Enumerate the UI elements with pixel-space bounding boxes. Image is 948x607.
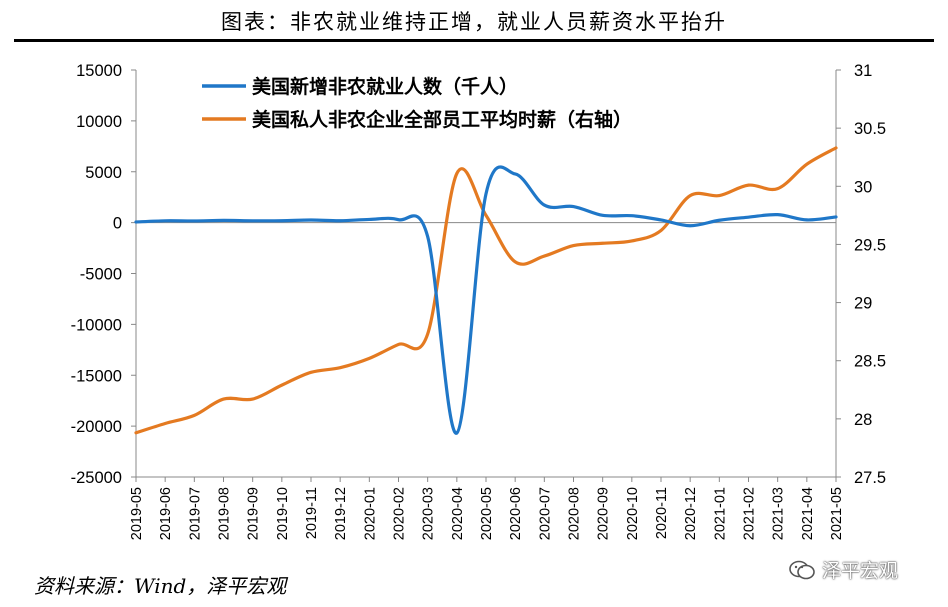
x-tick-label: 2020-07 [537,487,553,540]
left-tick-label: -5000 [80,266,122,284]
source-note: 资料来源：Wind，泽平宏观 [34,574,287,598]
x-tick-label: 2020-06 [508,487,524,540]
legend-label-nonfarm-payrolls: 美国新增非农就业人数（千人） [252,75,518,98]
right-tick-label: 30 [854,178,872,196]
x-tick-label: 2020-10 [625,487,641,540]
title-underline [14,39,934,42]
x-tick-label: 2020-09 [596,487,612,540]
x-tick-label: 2020-03 [421,487,437,540]
right-axis-ticks: 31 30.5 30 29.5 29 28.5 28 27.5 [836,62,886,487]
x-tick-label: 2019-08 [217,487,233,540]
left-tick-label: -15000 [71,367,122,385]
left-tick-label: -25000 [71,469,122,487]
x-tick-label: 2021-05 [829,487,845,540]
left-tick-label: 15000 [76,62,122,80]
x-tick-label: 2020-05 [479,487,495,540]
x-tick-label: 2019-12 [333,487,349,540]
left-tick-label: 0 [113,215,122,233]
watermark-text: 泽平宏观 [822,560,899,582]
line-chart: 15000 10000 5000 0 -5000 -10000 -15000 -20000 -2… [71,62,887,540]
x-tick-label: 2021-02 [742,487,758,540]
series-line-hourly-earnings [134,146,838,435]
x-tick-label: 2020-12 [683,487,699,540]
x-tick-label: 2019-11 [304,487,320,539]
series-layer [134,146,838,435]
x-tick-label: 2020-01 [362,487,378,540]
x-tick-label: 2019-10 [275,487,291,540]
left-tick-label: 10000 [76,113,122,131]
x-tick-label: 2019-07 [187,487,203,540]
x-axis-ticks: 2019-05 2019-06 2019-07 2019-08 2019-09 2019-… [129,477,845,540]
right-tick-label: 27.5 [854,469,886,487]
left-tick-label: 5000 [85,164,122,182]
x-tick-label: 2020-11 [654,487,670,539]
x-tick-label: 2019-09 [246,487,262,540]
x-tick-label: 2019-06 [158,487,174,540]
x-tick-label: 2021-01 [712,487,728,540]
right-tick-label: 29 [854,295,872,313]
right-tick-label: 29.5 [854,236,886,254]
x-tick-label: 2020-02 [392,487,408,540]
legend-label-hourly-earnings: 美国私人非农企业全部员工平均时薪（右轴） [252,108,632,131]
left-axis-ticks: 15000 10000 5000 0 -5000 -10000 -15000 -20000 -2… [71,62,136,487]
axes-layer [135,70,837,478]
right-tick-label: 28.5 [854,353,886,371]
x-tick-label: 2019-05 [129,487,145,540]
right-tick-label: 28 [854,411,872,429]
x-tick-label: 2020-08 [567,487,583,540]
series-line-nonfarm-payrolls [134,165,838,435]
wechat-icon [789,560,815,579]
right-tick-label: 30.5 [854,120,886,138]
x-tick-label: 2021-04 [800,487,816,540]
left-tick-label: -10000 [71,316,122,334]
watermark: 泽平宏观 [788,556,898,583]
x-tick-label: 2021-03 [771,487,787,540]
legend: 美国新增非农就业人数（千人） 美国私人非农企业全部员工平均时薪（右轴） [202,75,632,131]
x-tick-label: 2020-04 [450,487,466,540]
left-tick-label: -20000 [71,418,122,436]
chart-title: 图表：非农就业维持正增，就业人员薪资水平抬升 [221,10,727,34]
right-tick-label: 31 [854,62,872,80]
